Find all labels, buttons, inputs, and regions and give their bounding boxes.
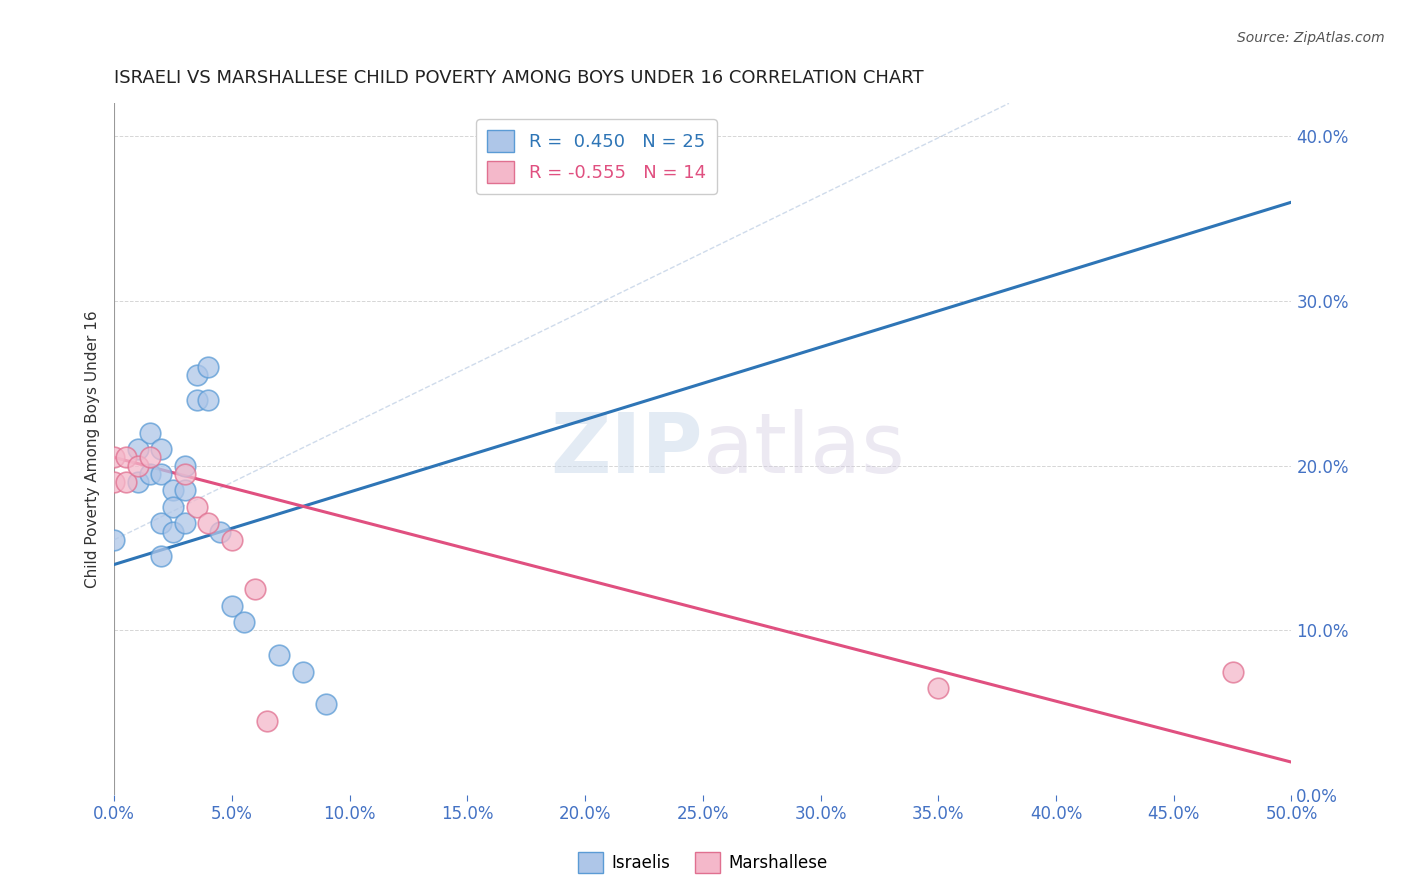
Point [173, 467, 195, 481]
Text: ZIP: ZIP [550, 409, 703, 490]
Point [115, 475, 138, 490]
Point [267, 648, 290, 662]
Point [127, 475, 149, 490]
Point [1222, 665, 1244, 679]
Point [162, 483, 184, 498]
Point [221, 533, 243, 547]
Point [209, 524, 232, 539]
Point [150, 467, 173, 481]
Point [162, 500, 184, 514]
Point [127, 458, 149, 473]
Point [315, 698, 337, 712]
Point [221, 599, 243, 613]
Point [173, 483, 195, 498]
Point [103, 450, 125, 465]
Point [173, 458, 195, 473]
Point [186, 392, 208, 407]
Point [197, 516, 219, 531]
Point [103, 533, 125, 547]
Point [150, 549, 173, 564]
Legend: R =  0.450   N = 25, R = -0.555   N = 14: R = 0.450 N = 25, R = -0.555 N = 14 [477, 120, 717, 194]
Point [245, 582, 267, 597]
Point [197, 359, 219, 374]
Text: atlas: atlas [703, 409, 904, 490]
Point [186, 500, 208, 514]
Text: ISRAELI VS MARSHALLESE CHILD POVERTY AMONG BOYS UNDER 16 CORRELATION CHART: ISRAELI VS MARSHALLESE CHILD POVERTY AMO… [114, 69, 924, 87]
Point [150, 516, 173, 531]
Point [173, 516, 195, 531]
Point [115, 450, 138, 465]
Point [162, 524, 184, 539]
Point [138, 450, 160, 465]
Point [138, 425, 160, 440]
Point [103, 475, 125, 490]
Point [256, 714, 278, 728]
Point [291, 665, 314, 679]
Text: Source: ZipAtlas.com: Source: ZipAtlas.com [1237, 31, 1385, 45]
Point [197, 392, 219, 407]
Point [150, 442, 173, 457]
Point [127, 442, 149, 457]
Point [138, 467, 160, 481]
Point [927, 681, 949, 695]
Legend: Israelis, Marshallese: Israelis, Marshallese [571, 846, 835, 880]
Y-axis label: Child Poverty Among Boys Under 16: Child Poverty Among Boys Under 16 [86, 310, 100, 588]
Point [186, 368, 208, 383]
Point [232, 615, 254, 629]
